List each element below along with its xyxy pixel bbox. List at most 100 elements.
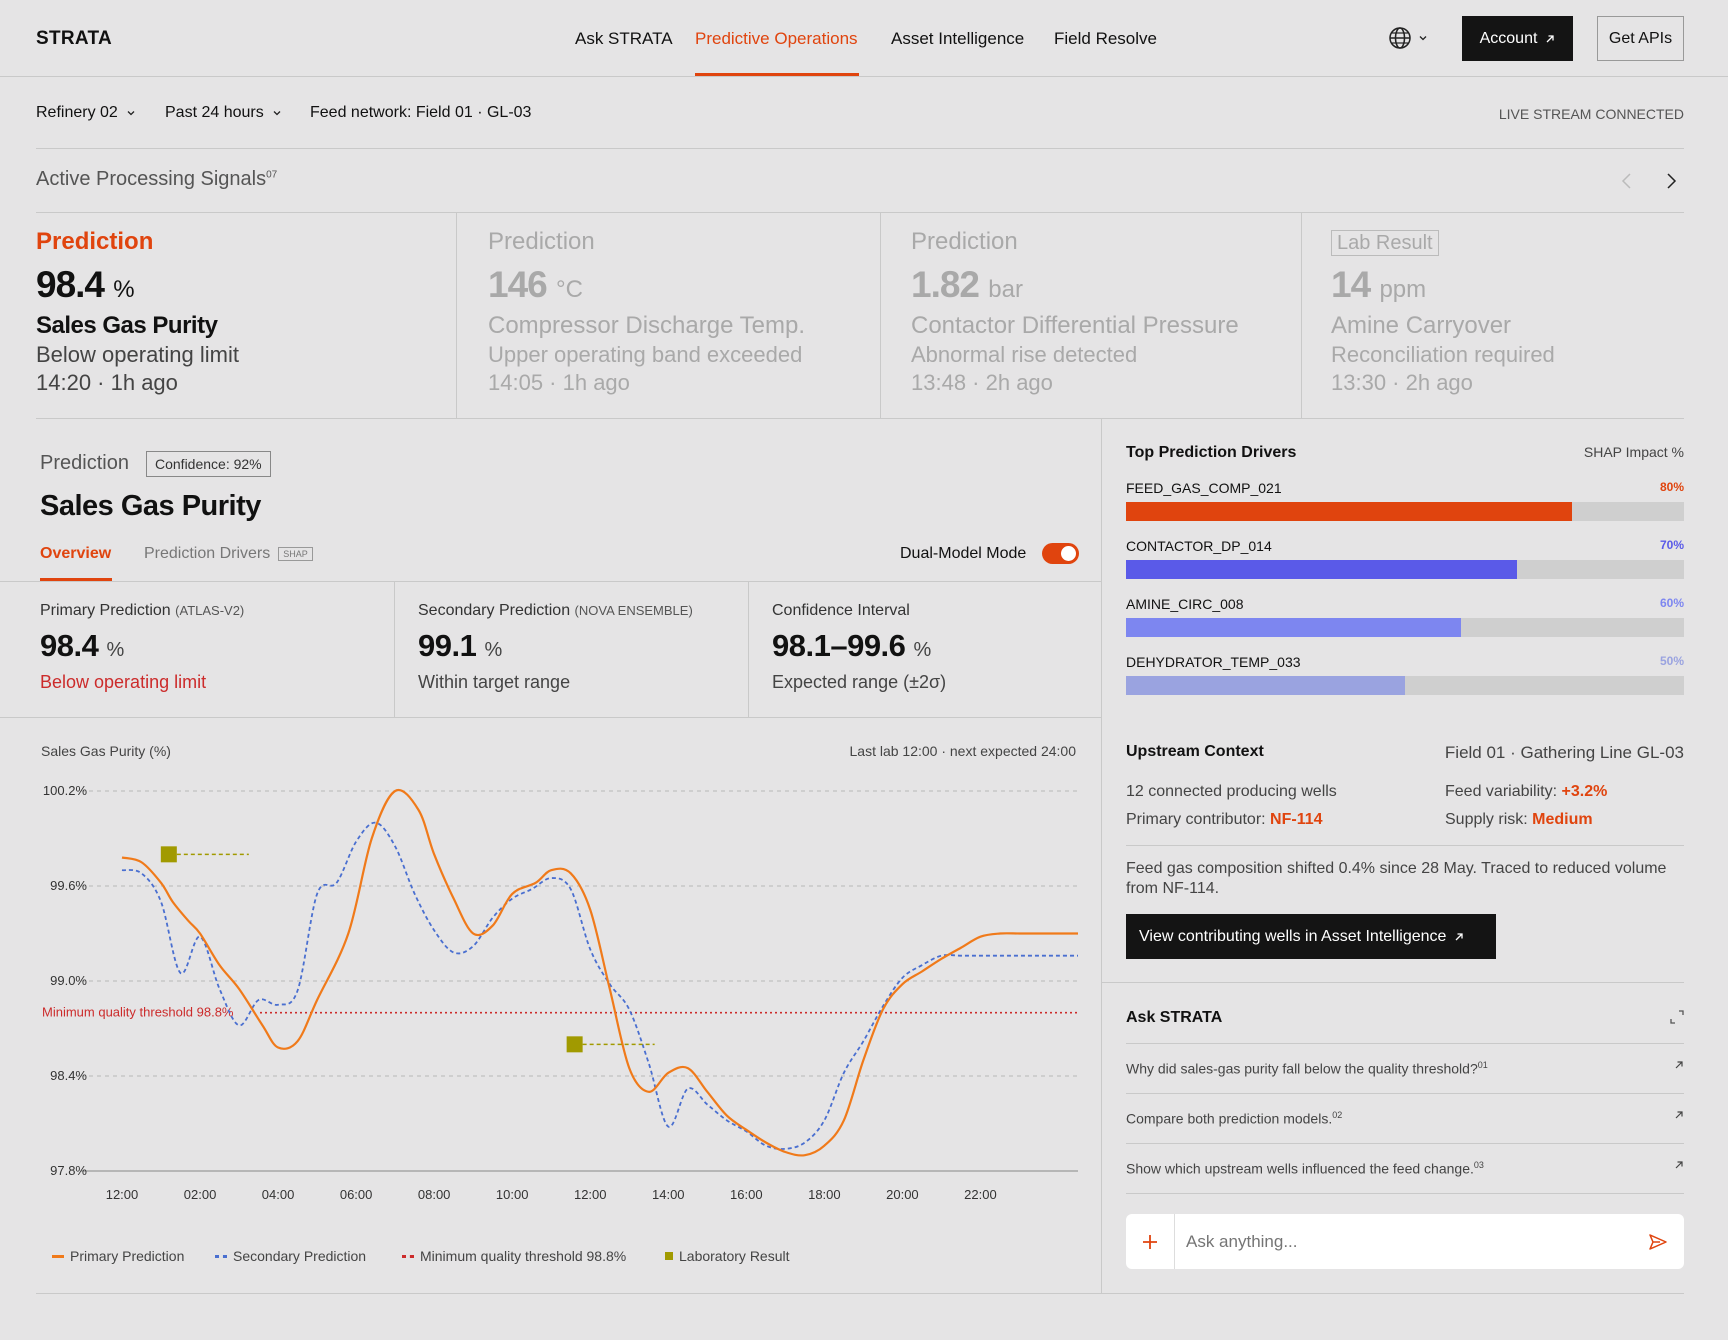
y-tick-label: 99.0% [50, 973, 87, 988]
active-nav-indicator [695, 73, 859, 76]
tab-prediction-drivers[interactable]: Prediction Drivers SHAP [144, 545, 313, 563]
suggested-question-3[interactable]: Show which upstream wells influenced the… [1126, 1160, 1684, 1177]
driver-pct: 60% [1659, 596, 1684, 610]
expand-icon[interactable] [1670, 1010, 1684, 1024]
chevron-left-icon[interactable] [1620, 172, 1634, 190]
get-apis-button[interactable]: Get APIs [1597, 16, 1684, 61]
time-range-selector[interactable]: Past 24 hours [165, 104, 282, 122]
legend-swatch [52, 1254, 64, 1258]
suggested-question-2[interactable]: Compare both prediction models.02 [1126, 1110, 1684, 1127]
divider [1126, 1143, 1684, 1144]
nav-asset-intelligence[interactable]: Asset Intelligence [891, 29, 1025, 48]
shap-badge: SHAP [278, 547, 313, 561]
signal-unit: % [113, 276, 135, 303]
driver-name: DEHYDRATOR_TEMP_033 [1126, 654, 1301, 670]
signal-unit: bar [988, 276, 1023, 303]
driver-row: CONTACTOR_DP_014 70% [1126, 538, 1684, 579]
y-tick-label: 99.6% [50, 878, 87, 893]
secondary-prediction-line [121, 821, 1078, 1150]
suggested-question-1[interactable]: Why did sales-gas purity fall below the … [1126, 1060, 1684, 1077]
kpi-model: (ATLAS-V2) [175, 603, 245, 618]
signal-label: Prediction [488, 228, 595, 255]
chevron-down-icon [1419, 36, 1427, 41]
toggle-knob [1061, 546, 1076, 561]
ask-strata-title: Ask STRATA [1126, 1009, 1223, 1026]
driver-name: FEED_GAS_COMP_021 [1126, 480, 1282, 496]
legend-secondary: Secondary Prediction [215, 1248, 366, 1264]
feed-network-text: Feed network: Field 01 · GL-03 [310, 104, 532, 121]
question-text: Show which upstream wells influenced the… [1126, 1160, 1474, 1177]
signals-title: Active Processing Signals07 [36, 168, 277, 191]
drivers-title: Top Prediction Drivers [1126, 444, 1297, 461]
driver-header: CONTACTOR_DP_014 70% [1126, 538, 1684, 554]
x-tick-label: 12:00 [574, 1187, 607, 1202]
nav-field-resolve[interactable]: Field Resolve [1054, 29, 1157, 48]
driver-header: DEHYDRATOR_TEMP_033 50% [1126, 654, 1684, 670]
legend-swatch [665, 1252, 673, 1260]
driver-pct: 50% [1659, 654, 1684, 668]
view-wells-button[interactable]: View contributing wells in Asset Intelli… [1126, 914, 1496, 959]
divider [1174, 1214, 1175, 1269]
divider [0, 717, 1101, 718]
dual-model-toggle[interactable] [1042, 543, 1079, 564]
external-arrow-icon [1455, 932, 1464, 940]
driver-bar-track [1126, 502, 1684, 521]
divider [748, 581, 749, 717]
divider [36, 212, 1684, 213]
supply-risk-label: Supply risk: [1445, 811, 1533, 828]
kpi-secondary-prediction: Secondary Prediction (NOVA ENSEMBLE) 99.… [418, 602, 693, 693]
site-selector-label: Refinery 02 [36, 104, 118, 121]
globe-icon [1389, 27, 1411, 49]
kpi-value: 98.4 [40, 628, 99, 663]
ask-input[interactable] [1186, 1224, 1626, 1259]
kpi-title: Primary Prediction [40, 602, 171, 619]
signal-label: Prediction [911, 228, 1018, 255]
divider [1126, 1093, 1684, 1094]
signal-value-number: 98.4 [36, 264, 105, 305]
signal-card-sales-gas-purity[interactable]: Prediction 98.4 % Sales Gas Purity Below… [36, 228, 239, 396]
signal-status: Upper operating band exceeded [488, 342, 803, 367]
account-button[interactable]: Account [1462, 16, 1573, 61]
question-number: 02 [1332, 1110, 1343, 1120]
ask-input-box [1126, 1214, 1684, 1269]
kpi-status: Below operating limit [40, 672, 207, 692]
signal-name: Amine Carryover [1331, 312, 1512, 339]
tab-overview[interactable]: Overview [40, 545, 112, 562]
signal-card-contactor-dp[interactable]: Prediction 1.82 bar Contactor Differenti… [911, 228, 1239, 396]
driver-header: AMINE_CIRC_008 60% [1126, 596, 1684, 612]
driver-bar-fill [1126, 560, 1517, 579]
divider [1101, 418, 1102, 1294]
kpi-model: (NOVA ENSEMBLE) [574, 603, 693, 618]
app-logo[interactable]: STRATA [36, 28, 113, 49]
send-icon[interactable] [1648, 1232, 1668, 1252]
kpi-unit: % [484, 639, 502, 661]
divider [1101, 982, 1684, 983]
lab-result-badge: Lab Result [1331, 230, 1439, 256]
nav-predictive-operations[interactable]: Predictive Operations [695, 29, 858, 48]
signal-card-compressor-temp[interactable]: Prediction 146 °C Compressor Discharge T… [488, 228, 805, 396]
signal-value-number: 1.82 [911, 264, 980, 305]
signal-card-amine-carryover[interactable]: Lab Result 14 ppm Amine Carryover Reconc… [1331, 228, 1555, 396]
primary-contributor-label: Primary contributor: [1126, 811, 1271, 828]
y-tick-label: 97.8% [50, 1163, 87, 1178]
x-tick-label: 10:00 [496, 1187, 529, 1202]
chevron-right-icon[interactable] [1664, 172, 1678, 190]
threshold-label: Minimum quality threshold 98.8% [42, 1005, 234, 1020]
kpi-value: 98.1–99.6 [772, 628, 906, 663]
plus-icon[interactable] [1141, 1233, 1159, 1251]
sales-gas-purity-chart: 100.2% 99.6% 99.0% 98.4% 97.8% 12:00 02:00 04:0… [42, 783, 1078, 1202]
driver-bar-track [1126, 560, 1684, 579]
language-selector[interactable] [1388, 26, 1428, 50]
feed-network-label: Feed network: Field 01 · GL-03 [310, 104, 531, 122]
y-tick-label: 98.4% [50, 1068, 87, 1083]
primary-contributor-value[interactable]: NF-114 [1270, 811, 1323, 828]
lab-result-marker [566, 1036, 583, 1053]
arrow-up-right-icon [1675, 1061, 1683, 1069]
divider [1126, 845, 1684, 846]
nav-ask-strata[interactable]: Ask STRATA [575, 29, 673, 48]
upstream-note: Feed gas composition shifted 0.4% since … [1126, 860, 1667, 897]
supply-risk-value: Medium [1532, 811, 1593, 828]
site-selector[interactable]: Refinery 02 [36, 104, 136, 122]
signal-value-number: 146 [488, 264, 548, 305]
chart-lab-note: Last lab 12:00 · next expected 24:00 [849, 743, 1077, 759]
